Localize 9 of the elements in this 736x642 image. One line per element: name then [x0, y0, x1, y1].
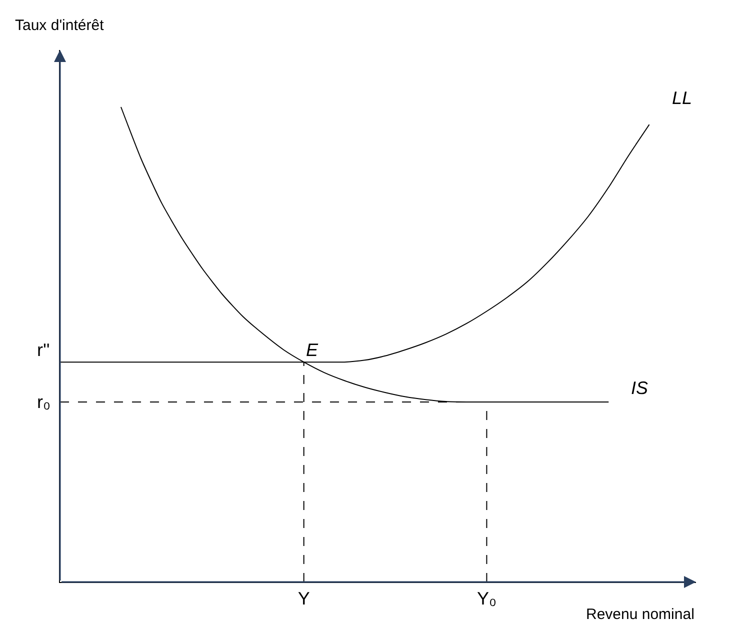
series-label: LL [672, 88, 692, 108]
annotation: E [306, 340, 319, 360]
ref-line-label: r₀ [37, 392, 50, 412]
x-tick-label: Y [298, 588, 310, 609]
ref-line-label: r'' [37, 340, 50, 360]
y-axis-title: Taux d'intérêt [15, 17, 105, 34]
x-axis-title: Revenu nominal [586, 606, 694, 623]
series-label: IS [631, 378, 648, 398]
x-tick-label: Y₀ [476, 588, 496, 609]
